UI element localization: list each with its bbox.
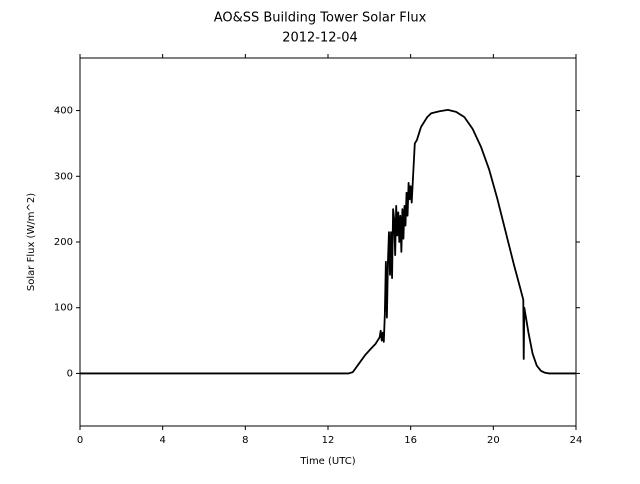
x-tick-label: 8: [242, 435, 248, 446]
x-tick-label: 0: [77, 435, 83, 446]
y-tick-label: 300: [54, 171, 73, 182]
x-tick-label: 20: [487, 435, 500, 446]
chart-subtitle: 2012-12-04: [282, 31, 358, 46]
x-axis-label: Time (UTC): [299, 456, 355, 467]
x-tick-label: 4: [159, 435, 165, 446]
y-tick-label: 100: [54, 303, 73, 314]
chart-title: AO&SS Building Tower Solar Flux: [214, 11, 427, 26]
x-tick-label: 12: [322, 435, 335, 446]
data-line: [80, 109, 576, 375]
y-tick-label: 0: [67, 368, 73, 379]
x-tick-label: 24: [570, 435, 583, 446]
y-axis-label: Solar Flux (W/m^2): [26, 193, 37, 291]
x-tick-label: 16: [404, 435, 417, 446]
y-tick-label: 400: [54, 106, 73, 117]
y-tick-label: 200: [54, 237, 73, 248]
plot-frame: [79, 57, 577, 427]
